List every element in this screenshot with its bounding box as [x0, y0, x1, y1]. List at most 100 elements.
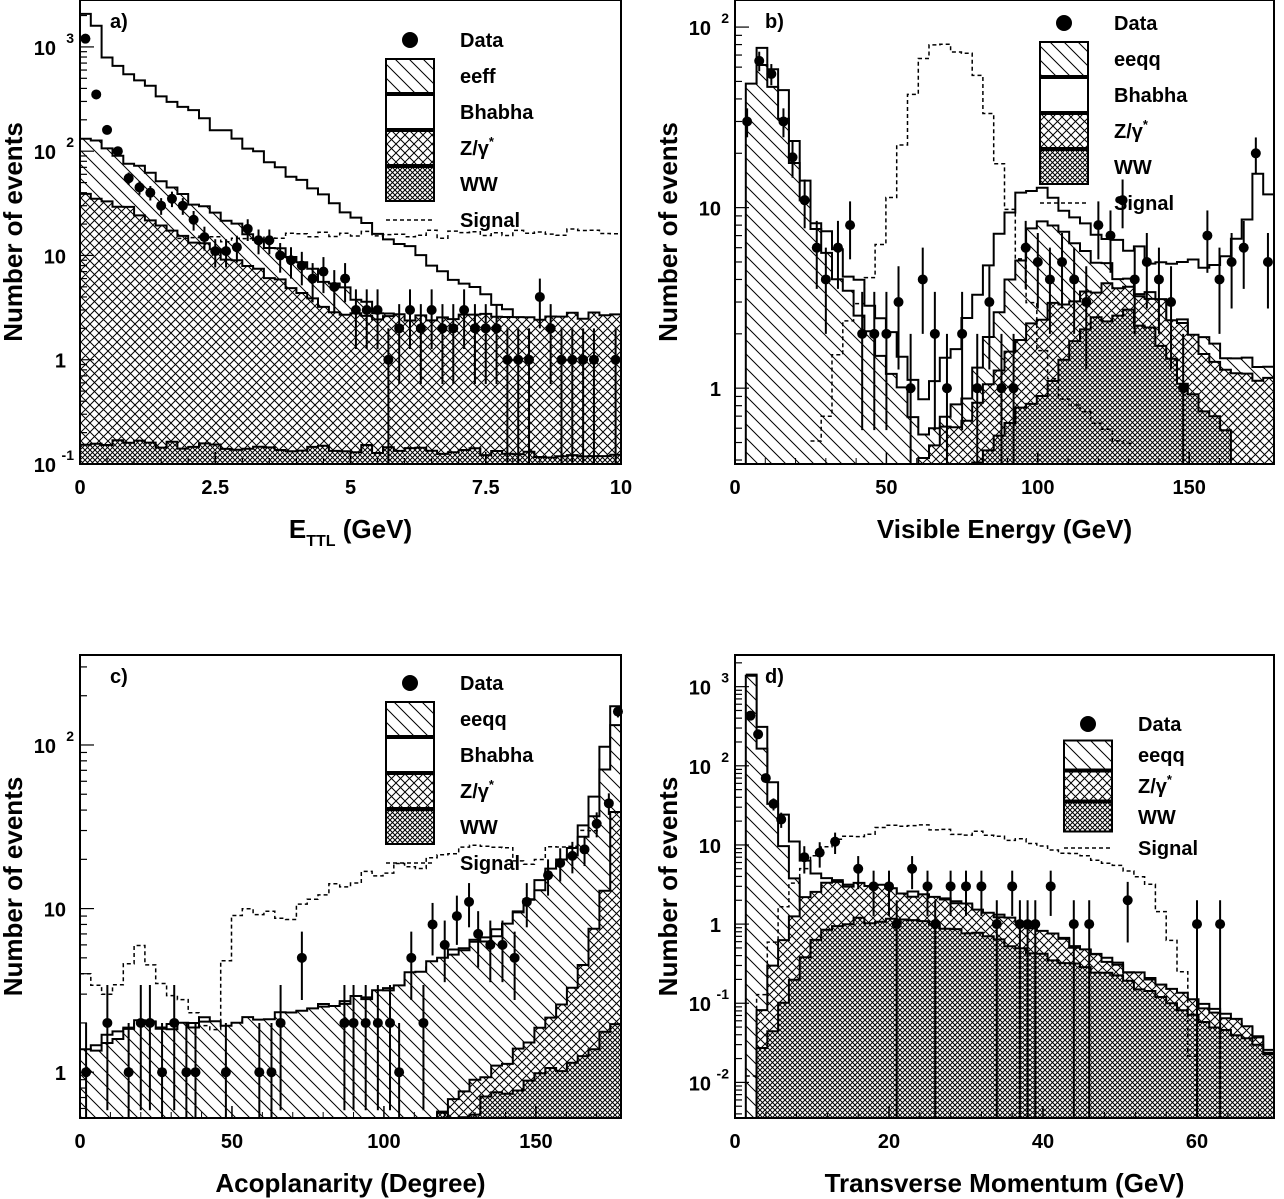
chart-panel-b: 0 50 100 150 1 10 10 2 b) Visible Energy (GeV) Num…: [653, 0, 1275, 544]
data-point: [480, 323, 491, 334]
y-tick-exponent: 3: [66, 30, 74, 46]
y-tick-label: 10: [699, 836, 721, 858]
data-point: [135, 1017, 146, 1028]
data-point: [957, 328, 968, 339]
legend: Data eeqq Z/γ* WW Signal: [1063, 714, 1198, 860]
data-point: [1262, 256, 1273, 267]
data-point: [102, 1017, 113, 1028]
data-point: [907, 863, 918, 874]
legend-label: WW: [1138, 807, 1176, 829]
data-point: [1214, 274, 1225, 285]
data-point: [820, 274, 831, 285]
data-point: [473, 928, 484, 939]
legend-label: Data: [460, 673, 504, 695]
legend-marker-hatch: [385, 701, 435, 737]
data-point: [169, 1017, 180, 1028]
legend-label: WW: [460, 817, 498, 839]
legend-label: eeqq: [1114, 49, 1161, 71]
y-tick-exponent: 3: [721, 670, 729, 686]
y-axis-label: Number of events: [0, 122, 28, 342]
series-hatch: [79, 724, 622, 1119]
data-point: [348, 1017, 359, 1028]
data-point: [1020, 242, 1031, 253]
data-point: [754, 55, 765, 66]
y-tick-label: 1: [55, 351, 66, 373]
data-point: [221, 246, 232, 257]
y-tick-label: 10: [44, 900, 66, 922]
data-point: [1202, 230, 1213, 241]
legend-marker-dense: [385, 809, 435, 845]
y-tick-label: 10: [689, 1073, 711, 1095]
series-cross: [436, 811, 622, 1119]
y-tick-label: 10: [689, 678, 711, 700]
data-point: [766, 68, 777, 79]
data-point: [437, 323, 448, 334]
legend-label: Bhabha: [460, 102, 534, 124]
data-point: [264, 235, 275, 246]
data-point: [1105, 230, 1116, 241]
legend-marker-dot: [402, 32, 418, 48]
legend-label: Signal: [460, 853, 520, 875]
data-point: [360, 1017, 371, 1028]
data-point: [814, 847, 825, 858]
data-point: [776, 814, 787, 825]
data-point: [491, 323, 502, 334]
data-point: [156, 200, 167, 211]
panel-label: b): [765, 11, 784, 33]
legend-label: Signal: [1114, 193, 1174, 215]
data-point: [329, 281, 340, 292]
x-tick-label: 5: [345, 477, 356, 499]
y-tick-exponent: 2: [66, 728, 74, 744]
legend: Data eeqq Bhabha Z/γ* WW Signal: [385, 673, 534, 875]
data-point: [464, 896, 475, 907]
y-tick-label: 10: [34, 736, 56, 758]
x-tick-label: 0: [729, 477, 740, 499]
legend-marker-blank: [385, 737, 435, 773]
x-tick-label: 50: [875, 477, 897, 499]
plot-frame: [79, 654, 622, 1119]
data-point: [383, 354, 394, 365]
data-point: [102, 124, 113, 135]
legend-marker-blank: [1039, 77, 1089, 113]
legend-label: eeqq: [460, 709, 507, 731]
data-point: [524, 354, 535, 365]
data-point: [485, 939, 496, 950]
chart-panel-a: 0 2.5 5 7.5 10 10 -1 1 10 10 2 10 3 a) ETTL (GeV) Numbe…: [0, 0, 632, 550]
series-dash: [810, 43, 1134, 445]
data-point: [787, 152, 798, 163]
panel-label: a): [110, 11, 128, 33]
data-point: [893, 297, 904, 308]
y-tick-label: 1: [710, 915, 721, 937]
data-point: [1153, 274, 1164, 285]
y-tick-exponent: -1: [717, 986, 730, 1002]
data-point: [1238, 242, 1249, 253]
data-point: [1122, 895, 1133, 906]
data-point: [469, 323, 480, 334]
data-point: [578, 354, 589, 365]
data-point: [448, 323, 459, 334]
data-point: [811, 242, 822, 253]
data-point: [1192, 919, 1202, 930]
x-tick-label: 40: [1032, 1131, 1054, 1153]
data-point: [929, 328, 940, 339]
data-point: [266, 1067, 277, 1078]
legend-label: WW: [1114, 157, 1152, 179]
data-point: [502, 354, 513, 365]
legend-label: Z/γ*: [460, 777, 495, 803]
data-point: [307, 273, 318, 284]
data-point: [591, 818, 602, 829]
legend-marker-hatch: [385, 58, 435, 94]
data-point: [567, 354, 578, 365]
data-point: [275, 250, 286, 261]
data-point: [945, 881, 956, 892]
data-point: [253, 235, 264, 246]
data-point: [145, 187, 156, 198]
data-point: [1045, 881, 1056, 892]
data-point: [340, 273, 351, 284]
legend-marker-dot: [1080, 716, 1096, 732]
data-point: [567, 850, 578, 861]
series-dense: [971, 308, 1232, 465]
legend-label: Signal: [1138, 838, 1198, 860]
data-point: [832, 242, 843, 253]
